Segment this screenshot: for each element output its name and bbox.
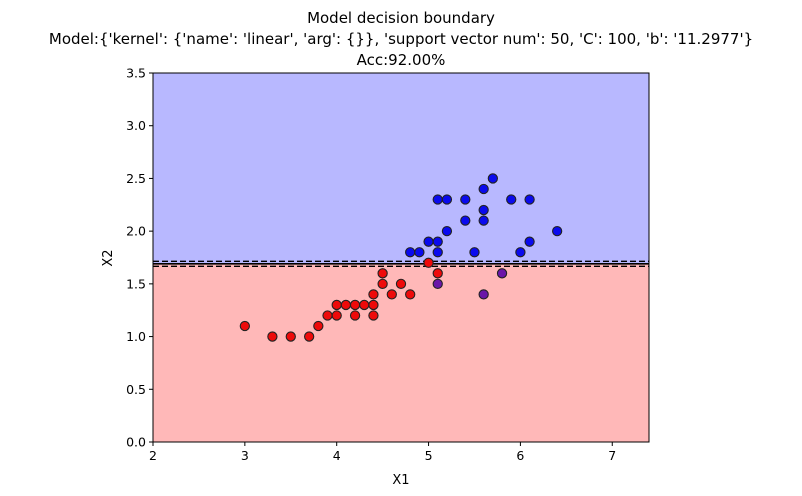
data-point xyxy=(405,247,416,258)
data-point xyxy=(331,310,342,321)
y-tick-label: 1.0 xyxy=(126,329,146,344)
x-tick-label: 3 xyxy=(241,448,249,463)
data-point xyxy=(506,194,517,205)
y-tick-label: 2.5 xyxy=(126,171,146,186)
y-tick-label: 3.0 xyxy=(126,118,146,133)
data-point xyxy=(432,236,443,247)
data-point xyxy=(368,299,379,311)
data-point xyxy=(331,299,342,311)
data-point xyxy=(478,204,489,216)
data-point xyxy=(524,236,535,247)
plot-area: 2 3 4 5 6 7 0.0 0.5 1.0 1.5 2.0 2.5 3.0 3.5 xyxy=(126,66,650,463)
data-point xyxy=(423,236,434,247)
data-point xyxy=(469,247,480,258)
y-tick-label: 3.5 xyxy=(126,66,146,81)
x-tick-label: 7 xyxy=(608,448,616,463)
lower-class-region xyxy=(153,263,649,442)
data-point xyxy=(432,247,443,258)
y-tick-label: 2.0 xyxy=(126,224,146,239)
data-point xyxy=(349,310,361,321)
x-tick-label: 5 xyxy=(425,448,433,463)
data-point xyxy=(432,268,443,279)
data-point xyxy=(460,194,471,205)
data-point xyxy=(368,289,379,300)
data-point xyxy=(524,194,535,205)
data-point xyxy=(395,278,407,290)
data-point xyxy=(322,310,333,321)
data-point xyxy=(386,289,397,300)
x-tick-label: 4 xyxy=(333,448,341,463)
data-point xyxy=(478,183,489,195)
data-point xyxy=(432,194,443,205)
chart-title-line-2: Model:{'kernel': {'name': 'linear', 'arg… xyxy=(49,30,753,48)
data-point xyxy=(460,215,471,226)
data-point xyxy=(368,310,379,321)
y-tick-label: 0.5 xyxy=(126,382,146,397)
upper-class-region xyxy=(153,73,649,264)
data-point xyxy=(423,257,434,268)
data-point xyxy=(340,299,352,311)
data-point xyxy=(441,194,453,205)
data-point xyxy=(478,289,489,300)
data-point xyxy=(313,320,324,332)
y-tick-label: 0.0 xyxy=(126,435,146,450)
data-point xyxy=(377,268,388,279)
y-tick-label: 1.5 xyxy=(126,276,146,291)
data-point xyxy=(432,278,443,290)
chart-title: Model decision boundary Model:{'kernel':… xyxy=(49,9,753,69)
data-point xyxy=(551,225,563,237)
data-point xyxy=(496,268,508,279)
data-point xyxy=(405,289,416,300)
data-point xyxy=(414,247,425,258)
data-point xyxy=(349,299,361,311)
data-point xyxy=(267,331,278,342)
data-point xyxy=(377,278,388,290)
x-axis-label: X1 xyxy=(392,473,409,488)
chart-title-line-3: Acc:92.00% xyxy=(357,51,446,69)
data-point xyxy=(303,331,315,342)
data-point xyxy=(285,331,296,342)
chart-title-line-1: Model decision boundary xyxy=(307,9,495,27)
plot-frame xyxy=(152,72,650,443)
data-point xyxy=(441,225,453,237)
data-point xyxy=(478,215,489,226)
data-point xyxy=(487,173,499,184)
y-axis-label: X2 xyxy=(101,249,116,266)
x-tick-label: 2 xyxy=(149,448,157,463)
data-point xyxy=(515,247,526,258)
data-point xyxy=(359,299,370,311)
x-tick-label: 6 xyxy=(516,448,524,463)
data-point xyxy=(239,320,251,332)
